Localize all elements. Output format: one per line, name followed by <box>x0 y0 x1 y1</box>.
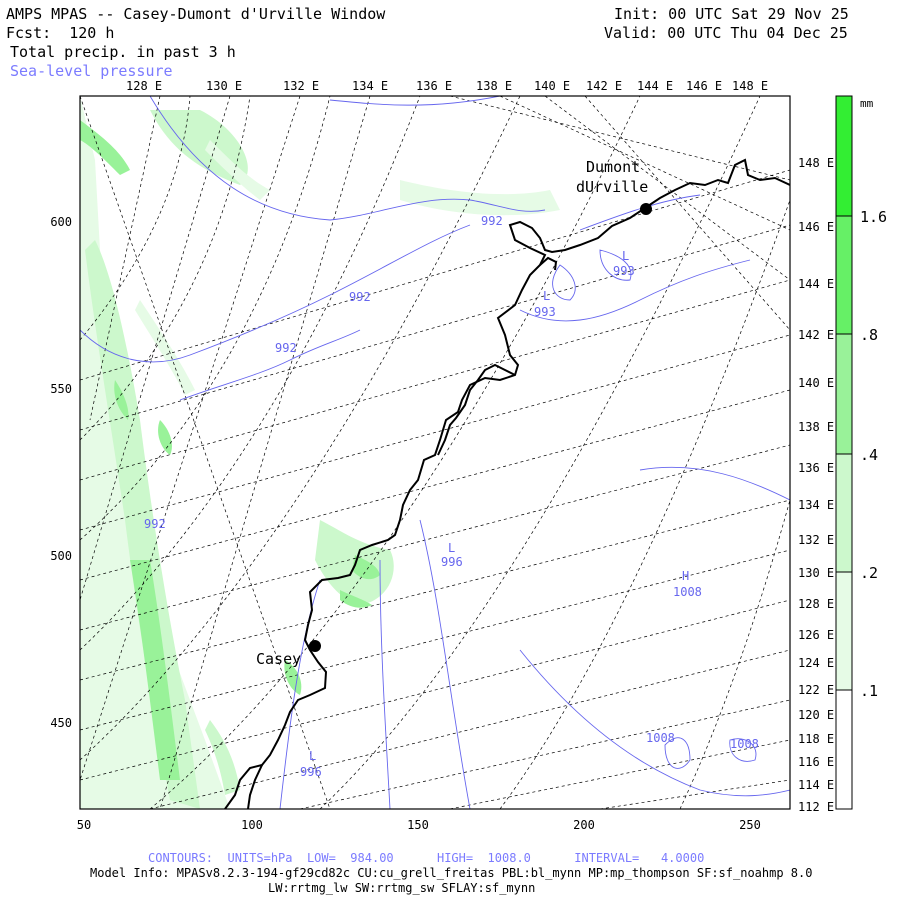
contour-field-name: Sea-level pressure <box>10 62 173 80</box>
pressure-label: 993 <box>534 305 556 319</box>
colorbar-label: 1.6 <box>860 208 887 226</box>
lon-label: 128 E <box>798 597 834 611</box>
top-lon-labels: 128 E 130 E 132 E 134 E 136 E 138 E 140 … <box>126 79 768 93</box>
colorbar-label: .4 <box>860 446 878 464</box>
model-info-line2: LW:rrtmg_lw SW:rrtmg_sw SFLAY:sf_mynn <box>268 881 536 895</box>
lon-label: 132 E <box>283 79 319 93</box>
x-tick-label: 150 <box>407 818 429 832</box>
lon-label: 138 E <box>476 79 512 93</box>
lon-label: 146 E <box>798 220 834 234</box>
pressure-marker: L <box>309 749 316 763</box>
init-time: Init: 00 UTC Sat 29 Nov 25 <box>614 5 849 23</box>
pressure-label: 1008 <box>646 731 675 745</box>
lon-label: 144 E <box>637 79 673 93</box>
y-tick-label: 600 <box>50 215 72 229</box>
right-lon-labels: 148 E 146 E 144 E 142 E 140 E 138 E 136 … <box>798 156 834 814</box>
forecast-hour: Fcst: 120 h <box>6 24 115 42</box>
colorbar-segment <box>836 690 852 809</box>
lon-label: 134 E <box>352 79 388 93</box>
field-name: Total precip. in past 3 h <box>10 43 236 61</box>
pressure-label: 992 <box>349 290 371 304</box>
lon-label: 116 E <box>798 755 834 769</box>
lon-label: 144 E <box>798 277 834 291</box>
lon-label: 112 E <box>798 800 834 814</box>
casey-station-marker <box>309 640 321 652</box>
pressure-marker: L <box>448 541 455 555</box>
lon-label: 140 E <box>534 79 570 93</box>
lon-label: 132 E <box>798 533 834 547</box>
pressure-label: 992 <box>481 214 503 228</box>
x-tick-label: 100 <box>241 818 263 832</box>
lon-label: 142 E <box>586 79 622 93</box>
colorbar-frame <box>835 95 853 810</box>
colorbar: mm 1.6 .8 .4 .2 .1 <box>835 95 887 810</box>
lon-label: 120 E <box>798 708 834 722</box>
pressure-marker: L <box>622 249 629 263</box>
colorbar-label: .2 <box>860 564 878 582</box>
x-tick-label: 50 <box>77 818 91 832</box>
y-tick-label: 500 <box>50 549 72 563</box>
lon-label: 118 E <box>798 732 834 746</box>
lon-label: 126 E <box>798 628 834 642</box>
lon-label: 130 E <box>798 566 834 580</box>
pressure-label: 992 <box>144 517 166 531</box>
map-title: AMPS MPAS -- Casey-Dumont d'Urville Wind… <box>6 5 386 23</box>
lon-label: 134 E <box>798 498 834 512</box>
y-tick-label: 450 <box>50 716 72 730</box>
x-tick-label: 250 <box>739 818 761 832</box>
pressure-label: 1008 <box>730 737 759 751</box>
colorbar-label: .1 <box>860 682 878 700</box>
x-tick-label: 200 <box>573 818 595 832</box>
pressure-label: 1008 <box>673 585 702 599</box>
lon-label: 138 E <box>798 420 834 434</box>
pressure-marker: H <box>682 569 689 583</box>
dumont-label-line1: Dumont <box>586 158 640 176</box>
lon-label: 142 E <box>798 328 834 342</box>
x-axis-ticks: 50 100 150 200 250 <box>77 818 761 832</box>
contour-info: CONTOURS: UNITS=hPa LOW= 984.00 HIGH= 10… <box>148 851 705 865</box>
lon-label: 122 E <box>798 683 834 697</box>
pressure-label: 993 <box>613 264 635 278</box>
casey-label: Casey <box>256 650 301 668</box>
colorbar-segment <box>836 96 852 216</box>
colorbar-label: .8 <box>860 326 878 344</box>
lon-label: 148 E <box>732 79 768 93</box>
pressure-contours <box>80 96 790 809</box>
lon-label: 124 E <box>798 656 834 670</box>
colorbar-segment <box>836 454 852 572</box>
lon-label: 140 E <box>798 376 834 390</box>
valid-time: Valid: 00 UTC Thu 04 Dec 25 <box>604 24 848 42</box>
coastline <box>224 158 790 809</box>
y-tick-label: 550 <box>50 382 72 396</box>
colorbar-segment <box>836 216 852 334</box>
pressure-label-group: 992 992 992 992 993 993 996 1008 1008 10… <box>144 214 759 779</box>
graticule <box>80 96 790 809</box>
precip-shading <box>80 96 560 809</box>
lon-label: 114 E <box>798 778 834 792</box>
lon-label: 136 E <box>416 79 452 93</box>
model-info: Model Info: MPASv8.2.3-194-gf29cd82c CU:… <box>90 866 813 880</box>
map-frame <box>79 95 791 810</box>
y-axis-ticks: 600 550 500 450 <box>50 215 72 730</box>
lon-label: 130 E <box>206 79 242 93</box>
dumont-label-line2: dUrville <box>576 178 648 196</box>
colorbar-segment <box>836 572 852 690</box>
lon-label: 148 E <box>798 156 834 170</box>
lon-label: 146 E <box>686 79 722 93</box>
pressure-label: 992 <box>275 341 297 355</box>
lon-label: 128 E <box>126 79 162 93</box>
colorbar-unit: mm <box>860 97 874 110</box>
colorbar-segment <box>836 334 852 454</box>
lon-label: 136 E <box>798 461 834 475</box>
pressure-marker: L <box>543 289 550 303</box>
dumont-durville-station-marker <box>640 203 652 215</box>
pressure-label: 996 <box>441 555 463 569</box>
pressure-label: 996 <box>300 765 322 779</box>
